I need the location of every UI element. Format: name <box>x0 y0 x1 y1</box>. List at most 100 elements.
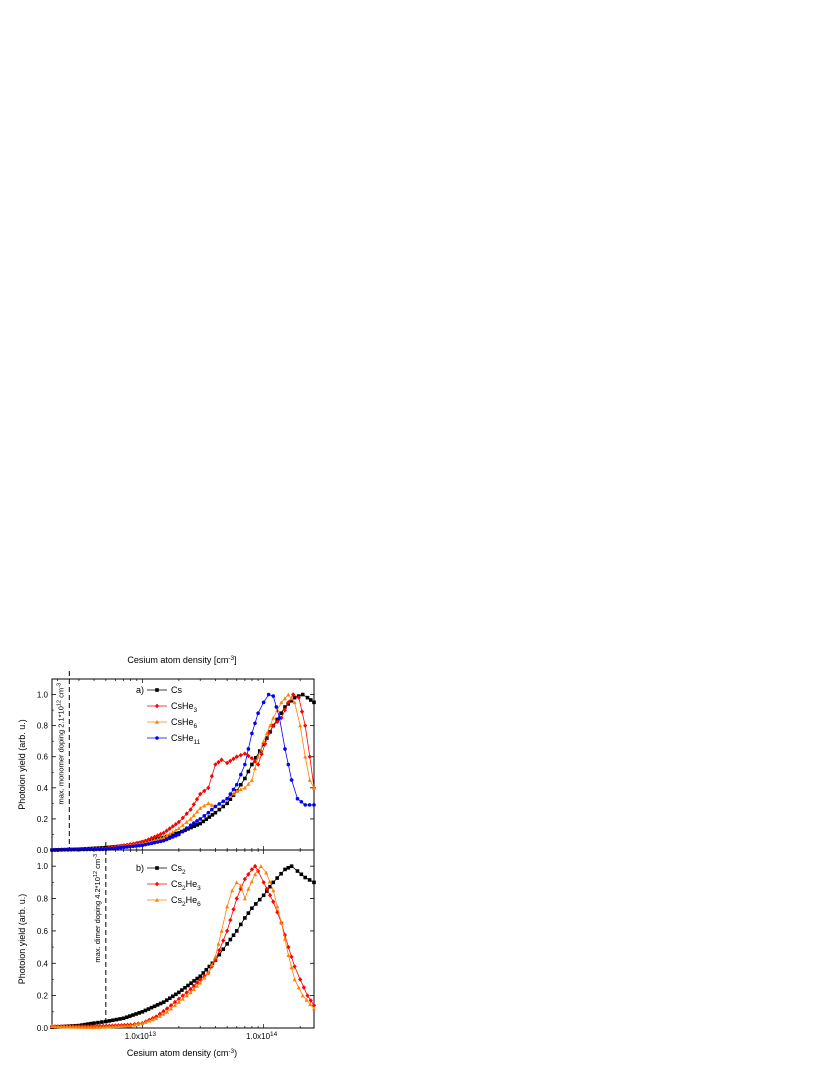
data-point <box>303 875 307 880</box>
data-point <box>213 762 218 767</box>
legend-marker <box>155 719 159 724</box>
data-point <box>283 705 287 709</box>
data-point <box>261 893 266 898</box>
data-point <box>184 990 189 995</box>
data-point <box>221 947 226 952</box>
data-point <box>246 747 251 751</box>
data-point <box>303 723 308 728</box>
data-point <box>164 837 169 842</box>
y-tick-label: 0.0 <box>37 846 49 855</box>
data-point <box>243 776 247 781</box>
data-point <box>209 773 214 779</box>
data-point <box>195 983 200 988</box>
data-point <box>184 826 189 831</box>
data-point <box>312 785 316 790</box>
data-point <box>97 847 102 852</box>
data-point <box>83 1024 88 1029</box>
data-point <box>191 987 196 991</box>
data-point <box>204 967 209 972</box>
data-point <box>169 1006 174 1011</box>
data-point <box>225 760 230 766</box>
data-point <box>275 904 280 909</box>
y-tick-label: 0.8 <box>37 895 49 904</box>
data-point <box>71 1024 76 1029</box>
data-point <box>96 1020 100 1025</box>
data-point <box>228 937 233 942</box>
data-point <box>228 797 233 802</box>
data-point <box>221 804 226 809</box>
y-tick-label: 0.8 <box>37 722 49 731</box>
data-point <box>274 705 279 709</box>
data-point <box>286 866 291 870</box>
data-point <box>161 838 166 843</box>
legend-marker <box>154 703 160 709</box>
data-point <box>191 983 196 989</box>
data-point <box>134 1012 138 1016</box>
data-point <box>195 976 199 981</box>
data-point <box>279 871 283 876</box>
data-point <box>158 836 163 841</box>
data-point <box>80 1024 85 1029</box>
data-point <box>118 1017 122 1021</box>
data-point <box>292 695 297 700</box>
data-point <box>91 847 95 852</box>
data-point <box>239 782 243 787</box>
legend-marker <box>155 866 159 870</box>
data-point <box>89 1021 93 1026</box>
data-point <box>277 716 282 720</box>
data-point <box>308 998 313 1003</box>
data-point <box>298 977 303 982</box>
data-point <box>253 721 257 726</box>
data-point <box>210 813 215 817</box>
data-point <box>110 846 114 851</box>
data-point <box>216 759 221 765</box>
data-point <box>198 805 203 810</box>
data-point <box>147 1018 152 1023</box>
data-point <box>234 754 239 760</box>
legend-label: CsHe6 <box>171 717 198 730</box>
data-point <box>186 983 190 988</box>
data-point <box>131 844 136 849</box>
data-point <box>238 787 243 792</box>
data-point <box>110 1024 115 1029</box>
y-tick-label: 0.2 <box>37 815 49 824</box>
data-point <box>279 715 284 721</box>
data-point <box>221 799 226 804</box>
data-point <box>206 801 211 806</box>
data-point <box>180 815 185 821</box>
data-point <box>242 751 247 756</box>
data-point <box>152 840 157 845</box>
data-point <box>140 1010 145 1014</box>
data-point <box>234 788 239 793</box>
data-point <box>173 828 178 832</box>
legend-marker <box>155 688 159 692</box>
legend-label: CsHe11 <box>171 733 201 746</box>
data-point <box>143 842 148 847</box>
data-point <box>202 814 207 818</box>
data-point <box>267 879 272 884</box>
data-point <box>167 826 172 831</box>
data-point <box>295 869 300 873</box>
data-point <box>161 835 166 840</box>
data-point <box>231 933 236 938</box>
data-point <box>119 1023 124 1028</box>
panel-a-plot: 0.0 0.2 0.4 0.6 0.8 1.0 Photoion yield (arb. u… <box>17 671 317 855</box>
data-point <box>252 759 258 764</box>
data-point <box>217 802 222 806</box>
data-point <box>172 999 178 1005</box>
data-point <box>134 844 139 848</box>
data-point <box>219 757 224 763</box>
data-point <box>304 997 309 1002</box>
data-point <box>198 977 203 982</box>
panel-b-plot: 0.0 0.2 0.4 0.6 0.8 1.0 1.0x1013 1.0x1014 Photoi… <box>17 842 317 1041</box>
data-point <box>176 1000 181 1004</box>
legend-label: Cs2He6 <box>171 895 201 908</box>
data-point <box>122 1023 127 1028</box>
data-point <box>286 700 291 705</box>
data-point <box>188 807 193 812</box>
data-point <box>282 707 288 713</box>
data-point <box>174 833 178 838</box>
data-point <box>155 840 160 844</box>
data-point <box>291 692 296 697</box>
data-point <box>53 1024 58 1029</box>
